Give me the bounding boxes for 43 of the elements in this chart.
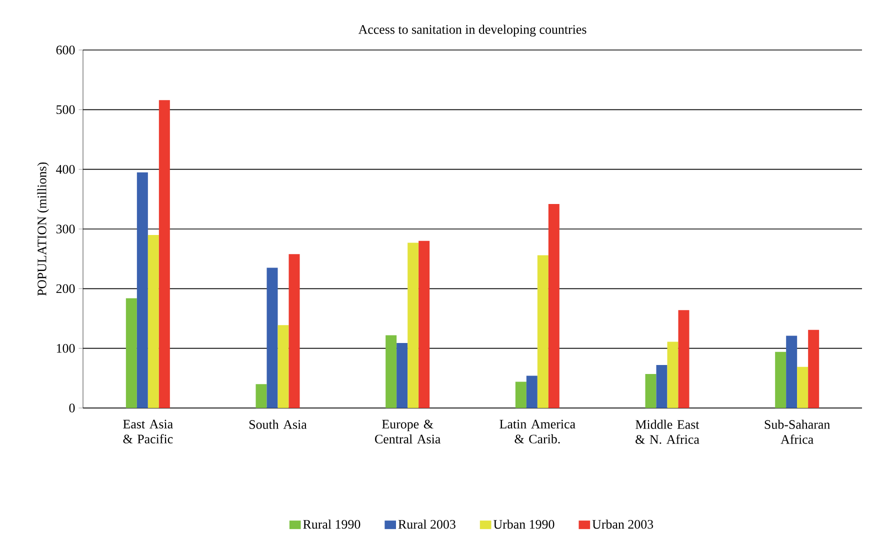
- bar: [667, 342, 678, 408]
- legend-label: Urban 2003: [592, 520, 654, 529]
- bar: [256, 384, 267, 408]
- bar: [548, 204, 560, 408]
- bar: [797, 366, 808, 408]
- bar: [775, 352, 786, 408]
- bar: [386, 335, 397, 408]
- y-tick-label: 100: [56, 344, 75, 353]
- bar: [408, 242, 419, 408]
- bar: [515, 382, 526, 408]
- bar: [288, 254, 300, 408]
- y-tick-label: 400: [56, 164, 75, 174]
- bar: [266, 268, 278, 408]
- bar: [396, 342, 408, 408]
- x-tick-label: Latin America & Carib.: [500, 420, 576, 444]
- bar: [148, 234, 159, 408]
- bar: [136, 172, 148, 408]
- y-tick-label: 200: [56, 284, 75, 294]
- bar: [645, 374, 656, 408]
- legend-label: Urban 1990: [494, 520, 554, 529]
- bar: [278, 325, 289, 408]
- x-tick-label: East Asia & Pacific: [123, 420, 173, 444]
- x-tick-label: South Asia: [249, 420, 307, 429]
- y-tick-label: 0: [69, 404, 75, 412]
- bar: [786, 336, 798, 408]
- bar: [808, 330, 820, 408]
- bar: [126, 298, 137, 408]
- bar: [158, 100, 170, 408]
- y-tick-label: 600: [56, 46, 75, 54]
- bar: [526, 376, 538, 408]
- bar: [537, 255, 548, 408]
- bar: [678, 310, 690, 408]
- bar: [656, 365, 668, 408]
- x-tick-label: Europe & Central Asia: [375, 420, 441, 444]
- y-tick-label: 500: [56, 105, 75, 114]
- y-tick-label: 300: [56, 224, 75, 234]
- legend-label: Rural 1990: [303, 520, 360, 529]
- chart-title: Access to sanitation in developing countries: [358, 24, 586, 37]
- bar: [418, 240, 430, 408]
- x-tick-label: Middle East & N. Africa: [636, 420, 700, 444]
- y-axis-title: POPULATION (millions): [37, 162, 49, 296]
- x-tick-label: Sub-Saharan Africa: [764, 420, 830, 444]
- legend-label: Rural 2003: [398, 520, 456, 529]
